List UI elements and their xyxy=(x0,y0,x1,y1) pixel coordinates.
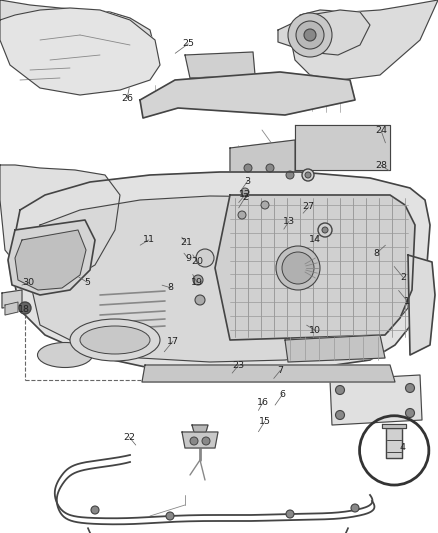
Text: 8: 8 xyxy=(374,249,380,257)
Polygon shape xyxy=(290,0,438,80)
Circle shape xyxy=(282,252,314,284)
Polygon shape xyxy=(330,375,422,425)
Polygon shape xyxy=(0,0,155,78)
Polygon shape xyxy=(285,335,385,362)
Text: 13: 13 xyxy=(283,217,295,225)
Circle shape xyxy=(241,188,249,196)
Circle shape xyxy=(296,21,324,49)
Polygon shape xyxy=(10,172,430,372)
Text: 3: 3 xyxy=(244,177,251,185)
Text: 4: 4 xyxy=(400,443,406,452)
Text: 23: 23 xyxy=(233,361,245,369)
Circle shape xyxy=(305,172,311,178)
Circle shape xyxy=(166,512,174,520)
Text: 14: 14 xyxy=(309,236,321,244)
Text: 2: 2 xyxy=(400,273,406,281)
Circle shape xyxy=(336,385,345,394)
Text: 22: 22 xyxy=(123,433,135,441)
Polygon shape xyxy=(5,302,18,315)
Polygon shape xyxy=(2,290,22,308)
Text: 26: 26 xyxy=(121,94,133,103)
Polygon shape xyxy=(382,424,406,429)
Polygon shape xyxy=(295,125,390,170)
Text: 30: 30 xyxy=(22,278,35,287)
Text: 6: 6 xyxy=(279,390,286,399)
Ellipse shape xyxy=(70,319,160,361)
Circle shape xyxy=(238,211,246,219)
Circle shape xyxy=(322,227,328,233)
Circle shape xyxy=(202,437,210,445)
Circle shape xyxy=(195,295,205,305)
Text: 20: 20 xyxy=(191,257,203,265)
Circle shape xyxy=(318,223,332,237)
Circle shape xyxy=(190,437,198,445)
Circle shape xyxy=(406,408,414,417)
Text: 27: 27 xyxy=(303,203,315,211)
Text: 28: 28 xyxy=(375,161,387,169)
Text: 9: 9 xyxy=(185,254,191,263)
Polygon shape xyxy=(28,196,412,362)
Polygon shape xyxy=(8,220,95,295)
Circle shape xyxy=(302,169,314,181)
Circle shape xyxy=(244,164,252,172)
Text: 1: 1 xyxy=(404,297,410,305)
Circle shape xyxy=(304,29,316,41)
Polygon shape xyxy=(386,429,402,458)
Text: 10: 10 xyxy=(309,326,321,335)
Text: 7: 7 xyxy=(277,366,283,375)
Polygon shape xyxy=(15,230,86,290)
Text: 17: 17 xyxy=(167,337,179,345)
Text: 15: 15 xyxy=(259,417,271,425)
Text: 2: 2 xyxy=(242,193,248,201)
Polygon shape xyxy=(215,195,415,340)
Circle shape xyxy=(261,201,269,209)
Ellipse shape xyxy=(38,343,92,367)
Text: 21: 21 xyxy=(180,238,192,247)
Circle shape xyxy=(336,410,345,419)
Text: 24: 24 xyxy=(375,126,387,135)
Circle shape xyxy=(19,302,31,314)
Polygon shape xyxy=(142,365,395,382)
Text: 8: 8 xyxy=(168,284,174,292)
Circle shape xyxy=(266,164,274,172)
Text: 25: 25 xyxy=(182,39,194,48)
Circle shape xyxy=(91,506,99,514)
Text: 16: 16 xyxy=(257,398,269,407)
Circle shape xyxy=(196,249,214,267)
Ellipse shape xyxy=(80,326,150,354)
Circle shape xyxy=(351,504,359,512)
Polygon shape xyxy=(140,72,355,118)
Circle shape xyxy=(288,13,332,57)
Polygon shape xyxy=(230,140,295,192)
Text: 19: 19 xyxy=(191,278,203,287)
Text: 11: 11 xyxy=(143,236,155,244)
Circle shape xyxy=(406,384,414,392)
Circle shape xyxy=(286,510,294,518)
Text: 5: 5 xyxy=(85,278,91,287)
Text: 18: 18 xyxy=(18,305,30,313)
Polygon shape xyxy=(185,52,255,78)
Polygon shape xyxy=(0,165,120,285)
Circle shape xyxy=(286,171,294,179)
Polygon shape xyxy=(0,8,160,95)
Text: 12: 12 xyxy=(239,190,251,199)
Polygon shape xyxy=(182,432,218,448)
Circle shape xyxy=(193,275,203,285)
Polygon shape xyxy=(278,10,370,55)
Polygon shape xyxy=(408,255,435,355)
Circle shape xyxy=(276,246,320,290)
Polygon shape xyxy=(192,425,208,432)
